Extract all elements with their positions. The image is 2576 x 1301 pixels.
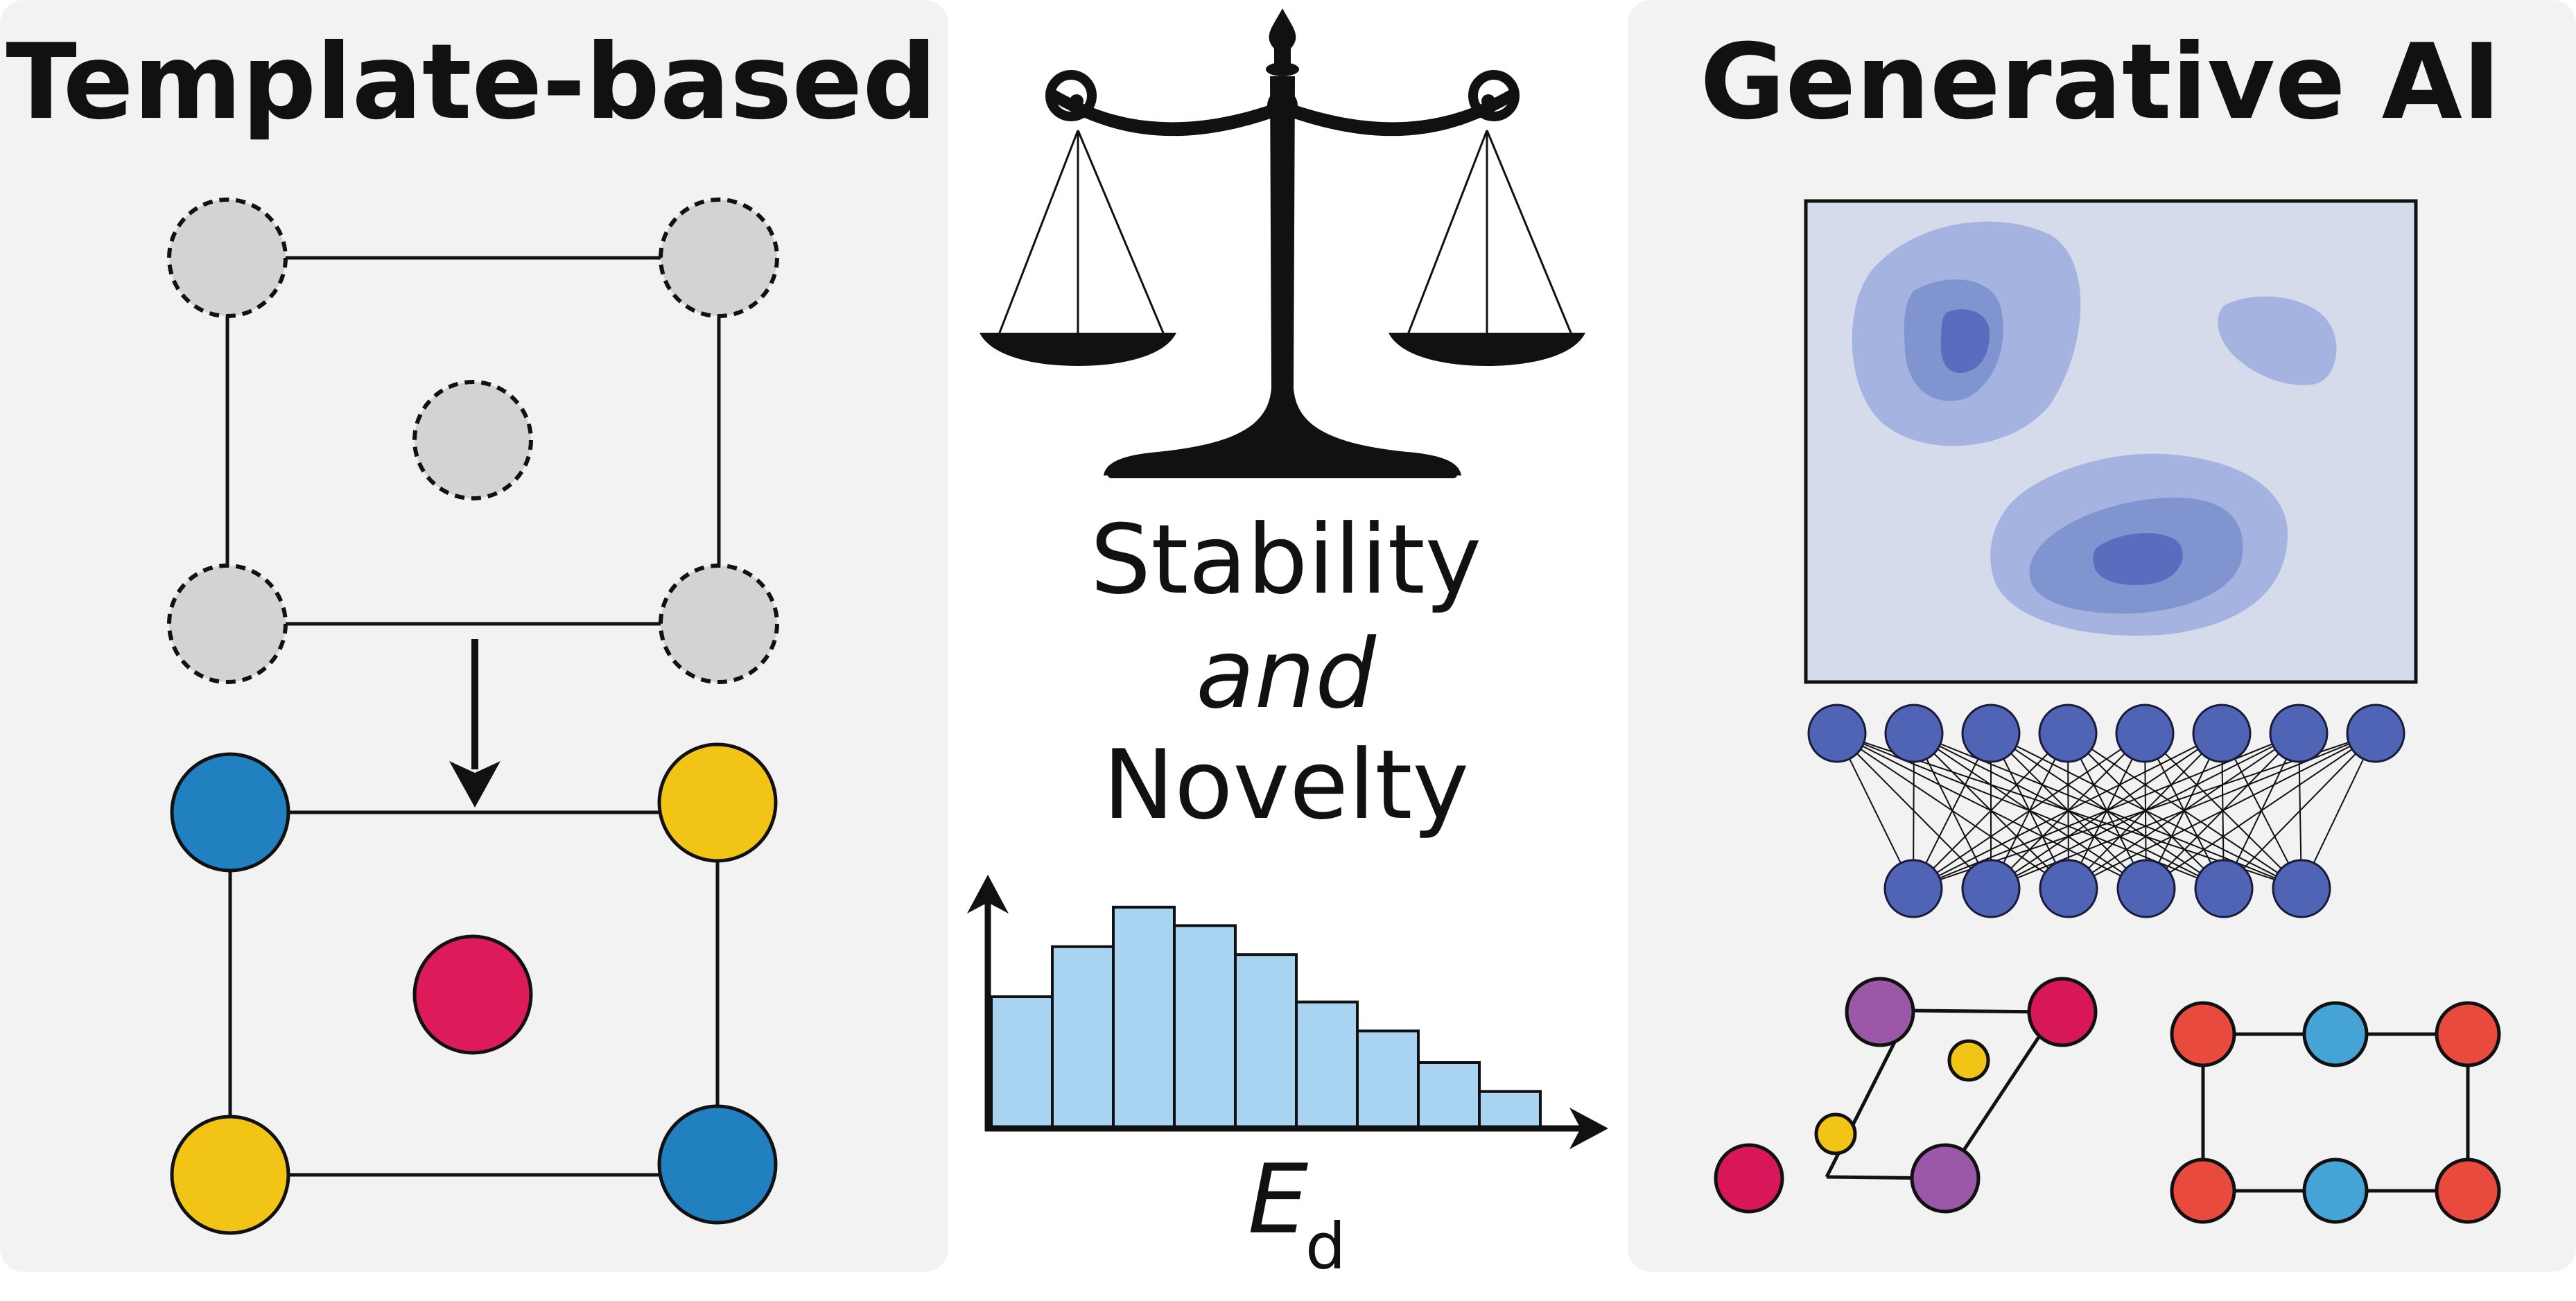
substituted-sites — [170, 742, 778, 1235]
generated-structure-rectangle — [2170, 1001, 2501, 1224]
atom-magenta-center — [412, 934, 533, 1055]
template-site-center — [412, 380, 533, 500]
network-node-top — [1807, 704, 1867, 763]
histogram-bar — [1356, 1029, 1420, 1130]
network-node-top — [2269, 704, 2329, 763]
histogram-bar — [990, 995, 1054, 1130]
network-node-bottom — [2194, 859, 2254, 918]
network-node-top — [1961, 704, 2021, 763]
atom-blue-bottom-right — [657, 1104, 778, 1225]
network-node-bottom — [1961, 859, 2021, 918]
atom-yellow-small — [1947, 1039, 1990, 1082]
neural-network — [1807, 704, 2405, 918]
atom-crimson — [2027, 977, 2098, 1047]
network-node-bottom — [2039, 859, 2098, 918]
and-label: and — [1196, 618, 1377, 730]
network-node-top — [2038, 704, 2098, 763]
atom-yellow-bottom-left — [170, 1115, 290, 1235]
network-node-top — [2192, 704, 2252, 763]
histogram-bar — [1173, 924, 1237, 1130]
center-column: Stability and Novelty E d — [967, 8, 1608, 1284]
atom-red — [2170, 1001, 2236, 1067]
network-edge — [2223, 733, 2376, 889]
template-site-bottom-left — [167, 564, 288, 684]
network-edge — [2146, 733, 2376, 889]
network-edge — [1913, 733, 2146, 889]
x-axis-label-subscript: d — [1305, 1210, 1346, 1284]
energy-histogram — [990, 905, 1542, 1130]
balance-scale-icon — [980, 8, 1585, 478]
template-site-top-right — [659, 198, 779, 318]
template-site-top-left — [167, 198, 288, 318]
left-panel-title: Template-based — [6, 22, 937, 143]
right-panel: Generative AI — [1628, 0, 2576, 1272]
network-edge — [2068, 733, 2376, 889]
atom-purple — [1845, 977, 1915, 1047]
network-node-top — [2346, 704, 2405, 763]
x-axis-arrow-icon — [1569, 1108, 1608, 1149]
atom-red — [2435, 1001, 2501, 1067]
network-node-top — [2115, 704, 2175, 763]
substituted-lattice — [228, 803, 720, 1177]
stability-label: Stability — [1090, 504, 1482, 615]
template-sites — [167, 198, 779, 684]
atom-cyan — [2302, 1158, 2369, 1224]
left-panel: Template-based — [0, 0, 948, 1272]
histogram-bar — [1051, 945, 1115, 1130]
density-mode-3-inner — [2093, 533, 2183, 585]
network-node-top — [1884, 704, 1944, 763]
atom-red — [2435, 1158, 2501, 1224]
histogram-bar — [1234, 953, 1298, 1130]
histogram-axes — [967, 875, 1608, 1149]
histogram-bar — [1478, 1090, 1542, 1130]
network-node-bottom — [2116, 859, 2176, 918]
x-axis-label-main: E — [1248, 1144, 1308, 1255]
network-edge — [1913, 733, 2069, 889]
x-axis-label: E — [1248, 1144, 1308, 1255]
histogram-bar — [1112, 905, 1176, 1130]
atom-crimson — [1714, 1143, 1784, 1214]
substitution-arrow — [449, 639, 501, 807]
atom-red — [2170, 1158, 2236, 1224]
template-site-bottom-right — [659, 564, 779, 684]
atom-cyan — [2302, 1001, 2369, 1067]
atom-yellow-top-right — [657, 742, 778, 863]
atom-purple — [1910, 1143, 1981, 1214]
atom-yellow-small — [1814, 1112, 1857, 1155]
histogram-bar — [1417, 1061, 1481, 1130]
atom-blue-top-left — [170, 752, 290, 873]
right-panel-title: Generative AI — [1700, 22, 2500, 143]
left-panel-background — [0, 0, 948, 1272]
histogram-bar — [1295, 1000, 1359, 1130]
density-mode-1-inner — [1940, 309, 1990, 374]
generated-structure-rhombus — [1714, 977, 2098, 1214]
network-node-bottom — [2272, 859, 2331, 918]
y-axis-arrow-icon — [967, 875, 1009, 914]
latent-space-plot — [1804, 199, 2418, 684]
network-edge — [1913, 733, 2222, 889]
density-mode-2 — [2218, 296, 2337, 385]
template-lattice — [225, 256, 721, 626]
network-node-bottom — [1883, 859, 1943, 918]
novelty-label: Novelty — [1103, 729, 1469, 841]
